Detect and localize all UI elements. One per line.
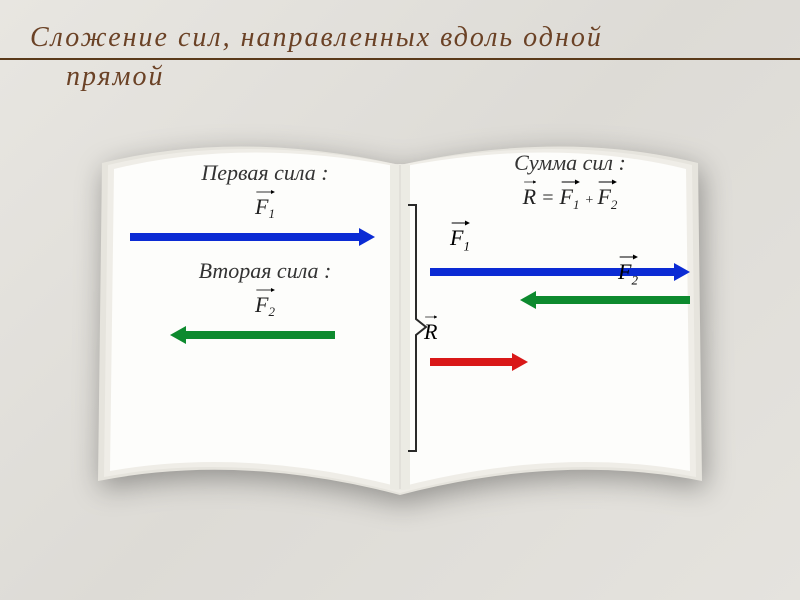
vec-arrow-icon <box>560 178 580 186</box>
formula: R = F1 + F2 <box>430 184 710 213</box>
rf2-arrow <box>520 291 690 301</box>
rf2-group: F2 <box>430 281 710 325</box>
formula-r: R <box>523 184 536 210</box>
rf2-label: F2 <box>618 259 638 288</box>
formula-f2: F2 <box>597 184 617 213</box>
rr-arrow <box>430 353 528 363</box>
vec-arrow-icon <box>597 178 617 186</box>
vec-arrow-icon <box>424 313 437 321</box>
right-label: Сумма сил : <box>430 150 710 176</box>
rr-label: R <box>424 319 437 345</box>
left-label-1: Первая сила : <box>130 160 400 186</box>
f1-vector-symbol: F1 <box>255 194 275 222</box>
title-underline <box>0 58 800 60</box>
vec-arrow-icon <box>255 188 275 196</box>
rf1-label: F1 <box>450 225 470 254</box>
formula-f1: F1 <box>560 184 580 213</box>
f1-symbol-wrap: F1 <box>130 194 400 222</box>
vec-arrow-icon <box>450 219 470 227</box>
left-label-2: Вторая сила : <box>130 258 400 284</box>
right-page-content: Сумма сил : R = F1 + F2 F1 <box>430 150 710 369</box>
vec-arrow-icon <box>255 286 275 294</box>
rr-group: R <box>430 329 710 369</box>
rf1-arrow <box>430 263 690 273</box>
title-line2: прямой <box>66 61 165 92</box>
vec-arrow-icon <box>523 178 536 186</box>
f2-symbol-wrap: F2 <box>130 292 400 320</box>
left-page-content: Первая сила : F1 Вторая сила : F2 <box>130 160 400 354</box>
vec-arrow-icon <box>618 253 638 261</box>
f2-arrow <box>170 326 400 336</box>
f1-arrow <box>130 228 400 238</box>
rf1-group: F1 <box>430 231 710 281</box>
title-line1: Сложение сил, направленных вдоль одной <box>30 22 603 53</box>
f2-vector-symbol: F2 <box>255 292 275 320</box>
